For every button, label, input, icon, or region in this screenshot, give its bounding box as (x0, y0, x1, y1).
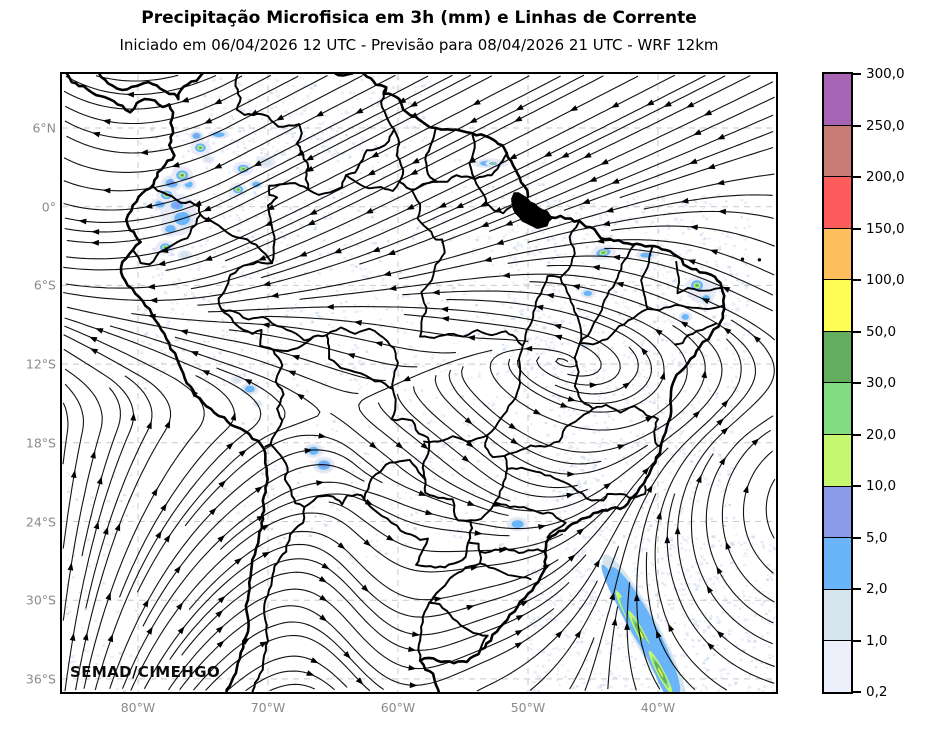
credit-label: SEMAD/CIMEHGO (70, 663, 221, 681)
colorbar-tick (853, 124, 861, 127)
colorbar-segment (824, 382, 851, 435)
colorbar-tick (853, 433, 861, 436)
colorbar-tick-label: 0,2 (866, 684, 888, 700)
lat-tick-label: 6°N (32, 120, 56, 136)
lat-tick-label: 6°S (33, 277, 56, 293)
lon-tick-label: 80°W (120, 700, 156, 715)
colorbar-tick (853, 639, 861, 642)
colorbar-tick (853, 588, 861, 590)
colorbar-tick-label: 2,0 (866, 581, 888, 597)
colorbar-segment (824, 485, 851, 538)
colorbar-segment (824, 588, 851, 641)
colorbar-segment (824, 124, 851, 177)
lat-tick-label: 0° (41, 199, 56, 215)
colorbar-tick (853, 73, 861, 75)
lat-tick-label: 30°S (25, 592, 56, 608)
map-frame: SEMAD/CIMEHGO (60, 72, 778, 694)
colorbar-tick-label: 200,0 (866, 169, 905, 185)
colorbar-tick-label: 100,0 (866, 272, 905, 288)
colorbar-tick (853, 330, 861, 333)
lat-tick-label: 36°S (25, 671, 56, 687)
colorbar-segment (824, 640, 851, 692)
colorbar-tick (853, 382, 861, 384)
lat-tick-label: 18°S (25, 435, 56, 451)
colorbar-tick (853, 691, 861, 693)
colorbar-tick-label: 5,0 (866, 529, 888, 546)
lon-tick-label: 60°W (380, 700, 416, 715)
colorbar-tick (853, 279, 861, 281)
lon-tick-label: 50°W (510, 700, 546, 715)
colorbar-tick (853, 227, 861, 230)
colorbar (822, 72, 853, 694)
colorbar-tick-label: 20,0 (866, 426, 897, 443)
lon-tick-label: 70°W (250, 700, 286, 715)
colorbar-segment (824, 537, 851, 589)
colorbar-tick (853, 536, 861, 539)
colorbar-tick (853, 485, 861, 487)
colorbar-tick-label: 30,0 (866, 375, 897, 391)
colorbar-segment (824, 434, 851, 486)
colorbar-tick-label: 150,0 (866, 220, 905, 237)
lon-tick-label: 40°W (640, 700, 676, 715)
lat-tick-label: 12°S (25, 356, 56, 372)
map-canvas (62, 74, 776, 692)
colorbar-tick (853, 176, 861, 178)
lat-tick-label: 24°S (25, 514, 56, 529)
colorbar-tick-label: 300,0 (866, 66, 905, 82)
colorbar-segment (824, 279, 851, 331)
colorbar-tick-label: 50,0 (866, 323, 897, 340)
colorbar-segment (824, 74, 851, 125)
colorbar-tick-label: 250,0 (866, 117, 905, 134)
colorbar-segment (824, 176, 851, 228)
colorbar-segment (824, 227, 851, 280)
figure-subtitle: Iniciado em 06/04/2026 12 UTC - Previsão… (119, 36, 719, 54)
colorbar-segment (824, 330, 851, 383)
colorbar-tick-label: 1,0 (866, 632, 888, 649)
figure-title: Precipitação Microfisica em 3h (mm) e Li… (141, 8, 697, 28)
colorbar-tick-label: 10,0 (866, 478, 897, 494)
